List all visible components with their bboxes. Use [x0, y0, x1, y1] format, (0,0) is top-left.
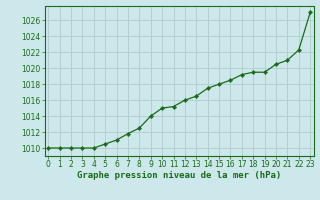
X-axis label: Graphe pression niveau de la mer (hPa): Graphe pression niveau de la mer (hPa)	[77, 171, 281, 180]
